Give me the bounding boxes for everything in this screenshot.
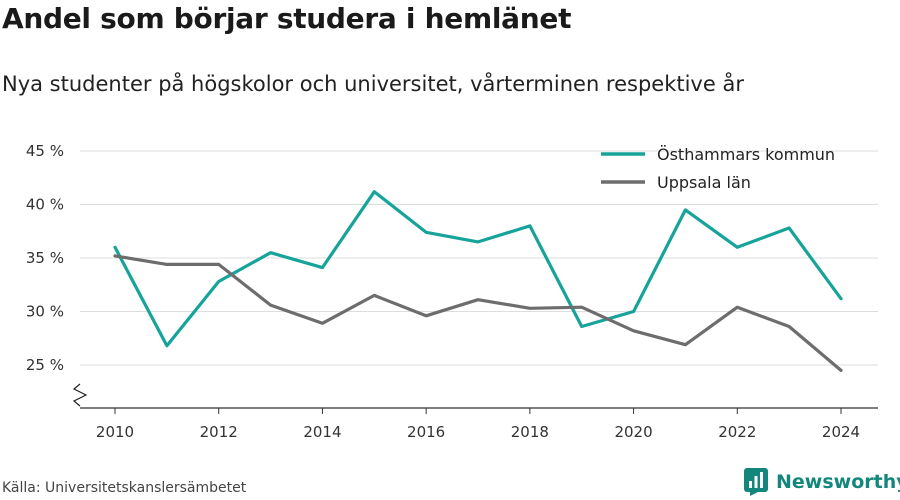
line-chart: 25 %30 %35 %40 %45 % 2010 2012 2014 2016 201… [26, 142, 878, 441]
bar-chart-logo-icon [744, 468, 768, 496]
gridlines [80, 150, 878, 366]
x-tick-label: 2020 [614, 423, 652, 441]
series-line [113, 254, 843, 372]
x-tick-label: 2010 [96, 423, 134, 441]
brand-name: Newsworthy [776, 471, 900, 493]
brand-logo: Newsworthy [744, 468, 900, 496]
x-axis: 2010 2012 2014 2016 2018 2020 2022 2024 [80, 407, 878, 441]
chart-title: Andel som börjar studera i hemlänet [2, 2, 572, 35]
series-line [113, 190, 843, 348]
x-tick-label: 2024 [822, 423, 860, 441]
source-note: Källa: Universitetskanslersämbetet [2, 480, 247, 496]
x-tick-label: 2018 [511, 423, 549, 441]
y-tick-label: 40 % [26, 196, 64, 214]
series-lines [113, 190, 843, 372]
chart-subtitle: Nya studenter på högskolor och universit… [2, 72, 744, 96]
legend-label: Uppsala län [657, 173, 751, 192]
x-tick-label: 2022 [718, 423, 756, 441]
y-tick-label: 30 % [26, 303, 64, 321]
y-tick-label: 45 % [26, 142, 64, 160]
y-tick-label: 35 % [26, 249, 64, 267]
x-tick-label: 2012 [200, 423, 238, 441]
x-tick-label: 2014 [303, 423, 341, 441]
y-tick-label: 25 % [26, 356, 64, 374]
axis-break-icon [72, 383, 88, 407]
legend: Östhammars kommun Uppsala län [601, 145, 835, 192]
y-axis-ticks: 25 % 30 % 35 % 40 % 45 % [26, 142, 88, 407]
legend-label: Östhammars kommun [657, 145, 835, 164]
x-tick-label: 2016 [407, 423, 445, 441]
